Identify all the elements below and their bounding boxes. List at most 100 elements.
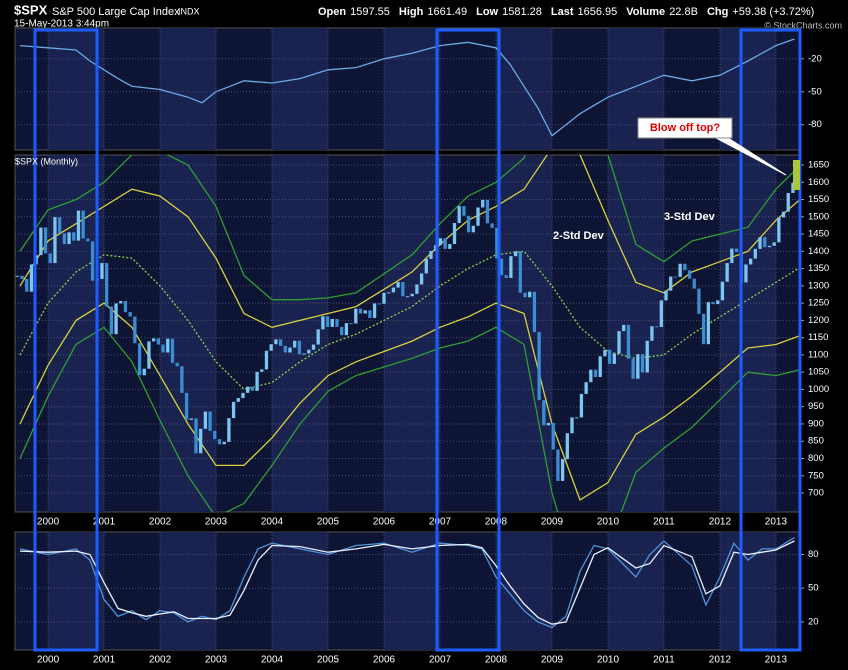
quote-value: 1581.28 — [502, 6, 542, 18]
candle — [701, 313, 706, 345]
band-line — [19, 250, 800, 391]
band-label: 2-Std Dev — [553, 230, 605, 242]
candle — [560, 459, 565, 481]
year-band — [719, 532, 776, 650]
candle — [278, 339, 283, 346]
candle — [194, 418, 198, 454]
candle — [476, 207, 480, 226]
candle — [457, 206, 461, 224]
candle — [504, 275, 508, 278]
candle — [133, 316, 137, 344]
watermark: © StockCharts.com — [764, 20, 842, 30]
candle — [227, 418, 231, 442]
candle — [622, 324, 626, 332]
candle — [43, 227, 48, 254]
symbol: $SPX — [14, 2, 48, 17]
candle — [424, 258, 428, 274]
candle — [264, 350, 269, 370]
band-line — [19, 155, 800, 328]
candle — [382, 292, 386, 304]
candle — [344, 323, 349, 336]
y-tick-label: 1300 — [808, 280, 829, 291]
candle — [556, 449, 560, 481]
x-tick-label: 2005 — [317, 517, 340, 528]
candle — [528, 291, 532, 298]
candle — [542, 400, 546, 426]
candle — [462, 206, 466, 216]
band-line — [19, 326, 800, 512]
quote-label: Last — [551, 6, 574, 18]
x-tick-label: 2004 — [261, 517, 284, 528]
candle — [692, 278, 696, 289]
callout-text: Blow off top? — [650, 122, 721, 134]
y-tick-label: 1600 — [808, 177, 829, 188]
candle — [659, 300, 663, 327]
candle — [513, 251, 518, 257]
candle — [551, 422, 555, 450]
y-tick-label: 1100 — [808, 349, 828, 360]
y-tick-label: 850 — [808, 436, 824, 447]
candle — [626, 324, 631, 359]
quote-label: High — [399, 6, 424, 18]
x-tick-label: 2005 — [317, 655, 340, 666]
candle — [175, 362, 179, 367]
candle — [137, 343, 142, 376]
quote-value: 1656.95 — [578, 6, 618, 18]
candle — [184, 392, 189, 420]
candle — [603, 349, 607, 357]
y-tick-label: 1450 — [808, 229, 829, 240]
y-tick-label: 750 — [808, 470, 824, 481]
candle — [401, 282, 405, 297]
quote-value: 1661.49 — [427, 6, 467, 18]
year-band — [272, 532, 328, 650]
year-band — [495, 28, 552, 150]
candle — [429, 250, 433, 259]
year-band — [719, 155, 776, 512]
quote-label: Open — [318, 6, 346, 18]
candle — [565, 433, 569, 460]
candle — [293, 340, 297, 348]
candle — [340, 326, 344, 336]
candle — [321, 316, 325, 330]
candle — [76, 210, 81, 241]
quote-label: Volume — [626, 6, 665, 18]
candle — [302, 353, 306, 355]
y-tick-label: 950 — [808, 401, 824, 412]
y-tick-label: -80 — [808, 119, 822, 130]
candle — [142, 368, 146, 376]
candle — [105, 263, 109, 307]
candle — [86, 238, 90, 242]
candle — [222, 441, 226, 445]
candle — [246, 386, 250, 393]
header: $SPX S&P 500 Large Cap Index INDX 15-May… — [14, 2, 842, 30]
candle — [636, 354, 640, 379]
x-tick-label: 2001 — [93, 655, 116, 666]
candle — [335, 318, 339, 327]
last-candle-highlight — [793, 160, 800, 190]
x-tick-label: 2003 — [205, 655, 228, 666]
candle — [448, 244, 452, 249]
candle — [363, 310, 367, 314]
candle — [119, 301, 123, 304]
candle — [419, 273, 424, 285]
year-band — [383, 155, 440, 512]
x-tick-label: 2006 — [373, 655, 396, 666]
year-band — [383, 28, 440, 150]
candle — [123, 301, 128, 313]
candle — [208, 411, 212, 431]
y-tick-label: 1000 — [808, 384, 829, 395]
indicator-line — [19, 537, 795, 629]
y-tick-label: 1500 — [808, 211, 829, 222]
candle — [518, 251, 522, 293]
panel: 20 50 80 2000 2001 2002 2003 2004 2005 2006 2007 20… — [14, 531, 819, 666]
y-tick-label: 1250 — [808, 298, 829, 309]
candle — [53, 217, 57, 264]
candle — [109, 306, 114, 335]
candle — [481, 199, 485, 208]
band-line — [19, 155, 800, 301]
candle — [20, 275, 24, 279]
candle — [697, 288, 701, 314]
x-tick-label: 2011 — [653, 655, 675, 666]
candle — [48, 253, 52, 264]
quote-value: 1597.55 — [350, 6, 390, 18]
